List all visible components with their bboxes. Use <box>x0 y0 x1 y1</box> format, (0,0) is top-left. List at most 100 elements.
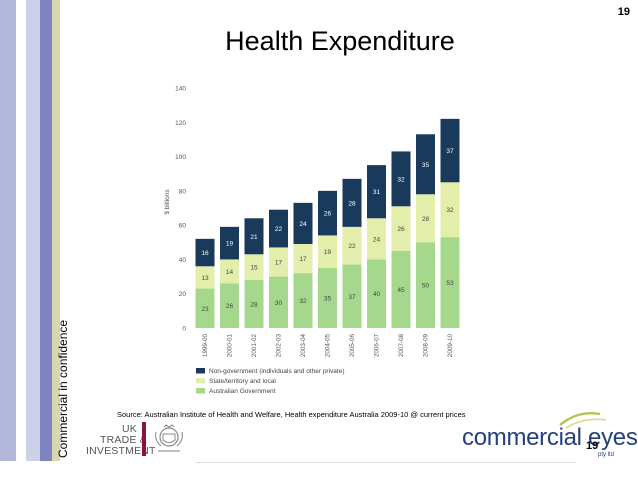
bar-segment <box>391 206 411 251</box>
source-note: Source: Australian Institute of Health a… <box>117 410 466 419</box>
bar-value-label: 28 <box>348 200 356 207</box>
bar-segment <box>318 190 337 236</box>
bar-value-label: 35 <box>422 162 430 169</box>
bar-segment <box>293 244 313 274</box>
uk-logo-line-3: INVESTMENT <box>86 445 156 457</box>
y-tick-label: 100 <box>175 154 186 161</box>
bar-value-label: 53 <box>446 280 454 287</box>
bar-value-label: 14 <box>226 269 234 276</box>
bar-segment <box>269 209 288 248</box>
bar-segment <box>318 235 337 268</box>
x-tick-label: 2009-10 <box>447 334 454 358</box>
bar-value-label: 13 <box>201 275 209 282</box>
bar-segment <box>195 238 215 267</box>
bar-segment <box>367 218 386 260</box>
bar-value-label: 17 <box>299 256 307 263</box>
x-tick-label: 2006-07 <box>374 334 381 358</box>
bar-value-label: 23 <box>201 306 209 313</box>
bar-value-label: 35 <box>324 296 332 303</box>
uk-logo-line-1: UK <box>122 423 137 435</box>
bar-value-label: 32 <box>299 298 307 305</box>
legend-swatch <box>196 388 205 394</box>
uk-logo-bar <box>142 422 146 456</box>
page-number-bottom: 19 <box>586 440 599 452</box>
footer-divider <box>196 462 576 463</box>
legend-swatch <box>196 368 205 374</box>
legend-label: Non-government (individuals and other pr… <box>209 368 345 375</box>
bar-segment <box>416 242 435 328</box>
bar-segment <box>416 134 435 195</box>
bar-value-label: 31 <box>373 189 381 196</box>
commercial-eyes-logo: commercial eyes pty ltd <box>462 411 638 464</box>
bar-segment <box>440 118 460 183</box>
x-tick-label: 2005-06 <box>349 334 356 358</box>
bar-value-label: 30 <box>275 300 283 307</box>
y-axis-label: $ billions <box>164 189 171 215</box>
x-tick-label: 2008-09 <box>423 334 430 358</box>
bar-value-label: 32 <box>397 176 405 183</box>
legend-label: State/territory and local <box>209 378 276 385</box>
bar-segment <box>440 182 460 238</box>
bar-segment <box>244 254 264 280</box>
x-tick-label: 2002-03 <box>276 334 283 358</box>
x-tick-label: 2001-02 <box>251 334 258 358</box>
bar-value-label: 24 <box>373 236 381 243</box>
confidential-label: Commercial in confidence <box>56 319 70 458</box>
bar-value-label: 26 <box>324 211 332 218</box>
bar-segment <box>293 202 313 244</box>
bar-value-label: 40 <box>373 291 381 298</box>
x-tick-label: 2003-04 <box>300 334 307 358</box>
bar-value-label: 17 <box>275 260 283 267</box>
bar-segment <box>244 218 264 255</box>
bar-value-label: 16 <box>201 250 209 257</box>
bar-value-label: 24 <box>299 221 307 228</box>
bar-segment <box>342 226 362 265</box>
bar-segment <box>220 226 239 260</box>
bar-segment <box>391 250 411 328</box>
y-tick-label: 20 <box>179 291 187 298</box>
uk-logo-line-2: TRADE & <box>100 434 147 446</box>
slide-title: Health Expenditure <box>225 26 455 56</box>
x-tick-label: 2004-05 <box>325 334 332 358</box>
uk-trade-investment-logo: UK TRADE & INVESTMENT <box>86 422 196 462</box>
commercial-eyes-wordmark: commercial eyes <box>462 424 638 451</box>
y-tick-label: 40 <box>179 257 187 264</box>
royal-crest-icon <box>154 424 184 452</box>
bar-segment <box>195 266 215 289</box>
bar-value-label: 21 <box>250 234 258 241</box>
commercial-eyes-swoosh-icon <box>559 411 607 429</box>
y-tick-label: 80 <box>179 188 187 195</box>
bar-segment <box>220 259 239 284</box>
bar-segment <box>342 264 362 328</box>
bar-value-label: 50 <box>422 283 430 290</box>
side-stripe-2 <box>16 0 26 461</box>
y-tick-label: 140 <box>175 86 186 93</box>
bar-value-label: 28 <box>250 302 258 309</box>
bar-value-label: 15 <box>250 265 258 272</box>
bar-value-label: 22 <box>348 243 356 250</box>
bar-segment <box>269 247 288 277</box>
side-stripe-1 <box>0 0 16 461</box>
bar-value-label: 32 <box>446 207 454 214</box>
y-tick-label: 60 <box>179 223 187 230</box>
bar-segment <box>342 178 362 227</box>
side-stripe-3 <box>26 0 40 461</box>
bar-value-label: 19 <box>226 241 234 248</box>
bar-value-label: 22 <box>275 226 283 233</box>
bar-value-label: 19 <box>324 249 332 256</box>
bar-value-label: 26 <box>226 303 234 310</box>
legend-swatch <box>196 378 205 384</box>
health-expenditure-chart: 0 20 40 60 80 100 120 140 $ billions 23 13 16 1999-0… <box>164 86 460 395</box>
y-tick-label: 0 <box>182 326 186 333</box>
side-stripe-4 <box>40 0 52 461</box>
bar-value-label: 26 <box>397 226 405 233</box>
bar-segment <box>269 276 288 328</box>
bar-segment <box>293 273 313 328</box>
bar-segment <box>391 151 411 207</box>
bar-value-label: 28 <box>422 216 430 223</box>
bar-segment <box>367 259 386 328</box>
x-tick-label: 2000-01 <box>227 334 234 358</box>
bar-value-label: 37 <box>446 148 454 155</box>
commercial-eyes-subtext: pty ltd <box>598 452 615 458</box>
bar-segment <box>220 283 239 328</box>
